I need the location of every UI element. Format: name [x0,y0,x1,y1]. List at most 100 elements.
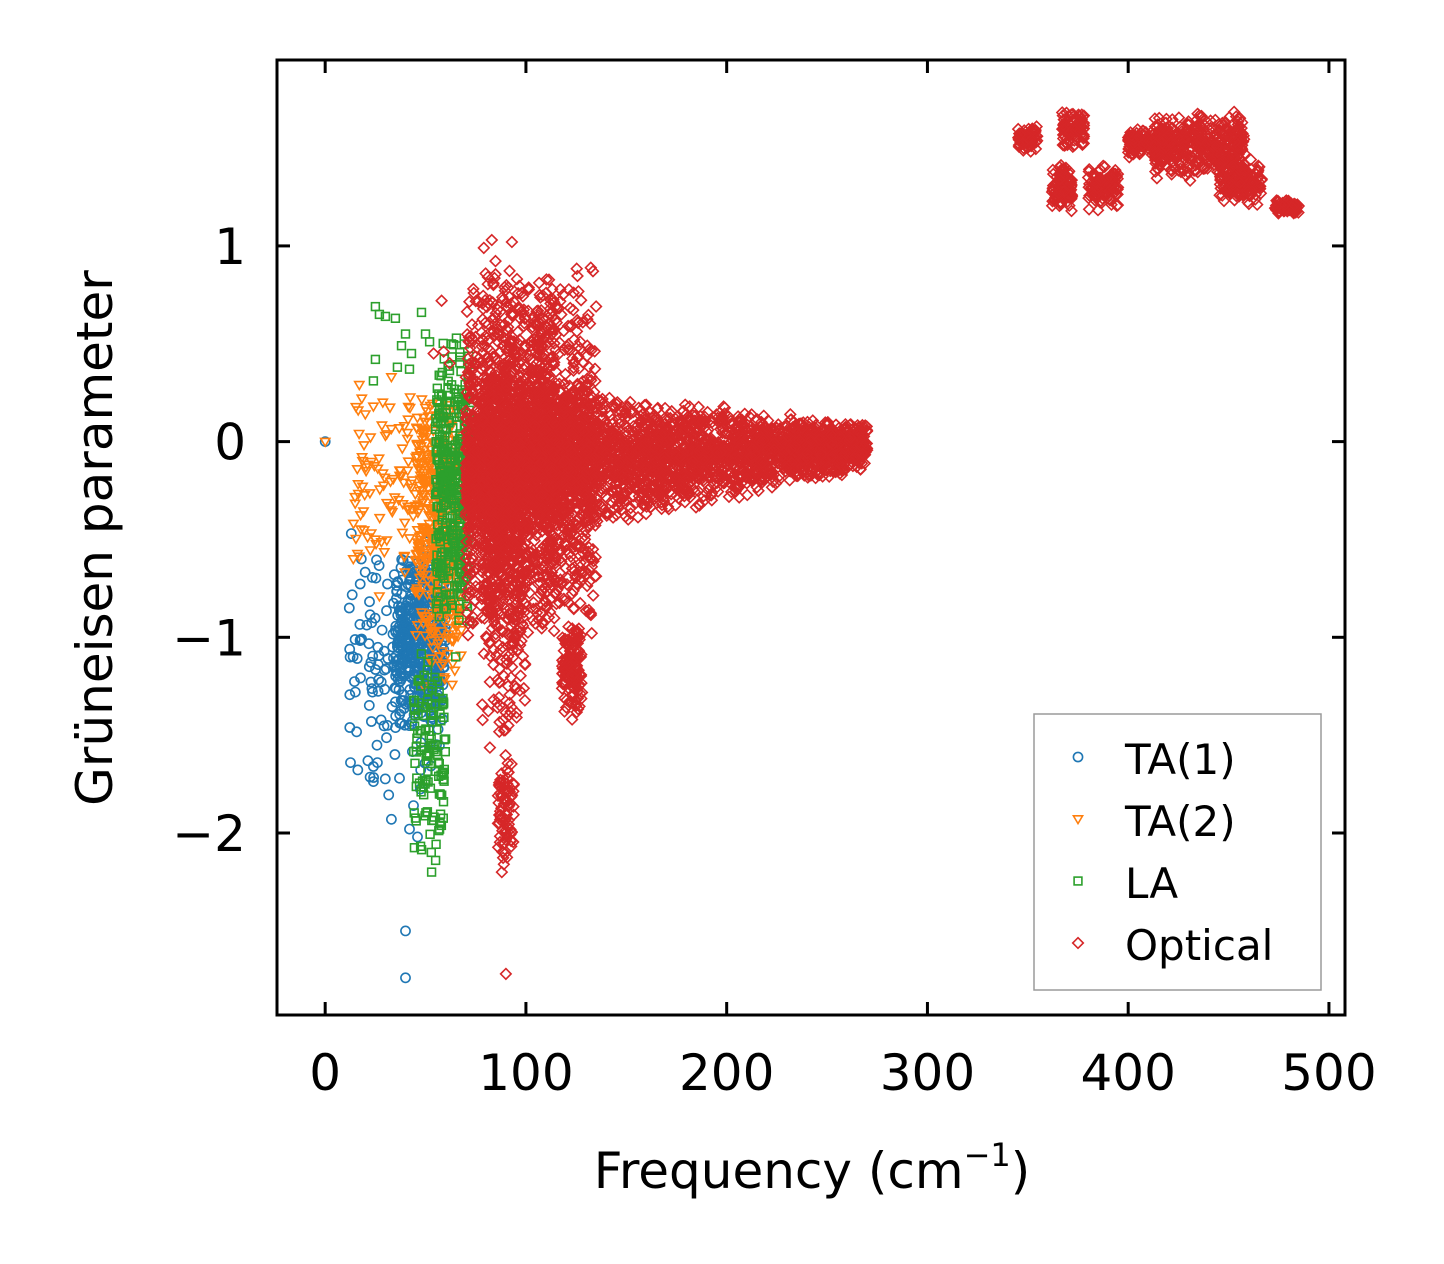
point-la [412,773,422,783]
point-ta1 [371,554,382,566]
point-ta2 [380,498,393,510]
point-ta2 [396,444,409,455]
point-la [413,676,423,686]
point-ta2 [405,483,418,494]
point-ta2 [420,553,433,564]
point-ta1 [373,674,384,686]
point-ta2 [401,502,414,513]
point-ta1 [380,663,392,675]
point-la [436,370,446,381]
point-ta2 [347,554,360,566]
point-la [438,813,448,823]
point-ta2 [351,464,364,476]
point-ta2 [398,518,411,529]
point-ta1 [378,645,390,657]
point-la [415,681,426,691]
point-la [437,430,448,441]
point-la [419,742,429,753]
point-ta1 [406,715,418,727]
point-ta1 [381,605,392,617]
point-la [410,758,420,769]
point-ta1 [362,755,374,767]
point-ta2 [441,649,454,661]
point-la [436,790,447,800]
point-la [432,604,442,614]
point-ta2 [349,402,362,414]
point-ta1 [385,813,397,825]
point-ta1 [396,658,408,670]
point-ta1 [373,560,385,571]
point-la [455,347,465,358]
point-ta2 [364,546,377,557]
point-ta2 [379,431,392,442]
point-la [432,395,442,405]
point-la [434,568,445,578]
point-ta1 [404,823,415,835]
point-la [392,362,403,372]
point-la [416,307,427,318]
point-ta2 [448,666,461,677]
point-ta2 [417,523,430,534]
point-la [435,465,446,476]
point-la [436,770,446,780]
point-ta2 [421,590,434,601]
point-ta2 [417,496,430,507]
point-ta2 [421,456,434,467]
point-ta2 [353,380,366,392]
point-ta1 [376,624,388,636]
point-ta1 [344,689,356,701]
point-la [440,499,451,510]
point-ta2 [398,568,411,579]
point-ta1 [396,695,408,707]
point-ta2 [410,423,423,434]
point-la [430,855,441,866]
point-la [410,813,421,823]
point-ta1 [346,589,358,601]
point-ta1 [359,566,371,578]
point-ta2 [407,512,420,523]
point-ta1 [349,676,360,687]
point-ta2 [385,372,398,384]
point-ta1 [381,720,393,731]
point-la [437,488,447,498]
point-la [447,511,458,521]
point-optical [627,425,641,439]
point-la [414,698,424,708]
point-ta1 [367,650,379,662]
point-la [439,712,449,723]
point-la [446,547,456,558]
point-ta2 [421,458,434,469]
point-ta2 [415,560,428,571]
series-optical [427,105,1306,981]
point-ta1 [382,578,393,590]
point-ta2 [417,413,430,424]
point-ta1 [412,831,423,843]
point-ta2 [433,651,446,663]
point-ta2 [356,456,369,468]
point-ta2 [355,394,368,405]
point-la [408,695,419,705]
point-ta2 [446,680,459,691]
point-la [374,309,385,320]
point-ta2 [426,627,439,639]
point-ta2 [455,625,468,637]
point-ta2 [442,624,455,635]
point-la [432,454,442,464]
point-ta2 [442,614,455,625]
point-ta1 [345,528,357,539]
point-la [409,808,419,818]
point-ta2 [412,500,425,511]
point-ta2 [385,424,398,436]
point-ta2 [411,413,424,424]
point-ta1 [363,661,375,673]
point-ta2 [378,473,391,484]
point-ta2 [393,423,406,435]
point-la [420,329,431,339]
point-ta1 [398,627,410,639]
point-ta1 [397,555,409,566]
point-la [370,301,381,312]
point-ta2 [403,403,417,414]
point-ta2 [361,533,374,544]
point-ta2 [384,403,396,414]
